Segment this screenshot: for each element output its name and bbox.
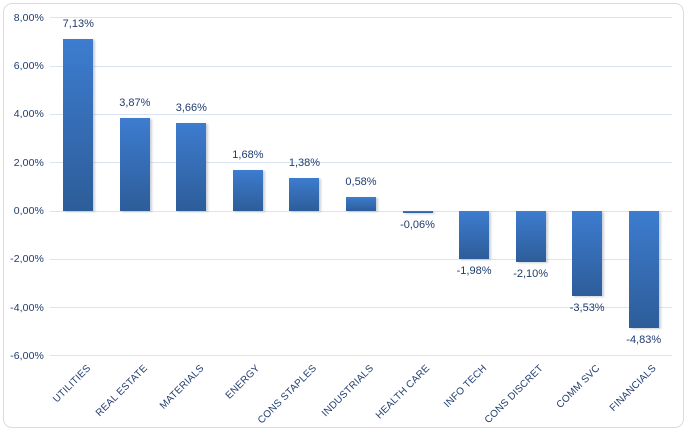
bar-real-estate[interactable] bbox=[119, 117, 150, 211]
bar-health-care[interactable] bbox=[402, 211, 433, 213]
bar-financials[interactable] bbox=[628, 211, 659, 328]
bar-cons-discret[interactable] bbox=[515, 211, 546, 262]
chart-frame bbox=[3, 3, 684, 428]
bar-energy[interactable] bbox=[232, 170, 263, 211]
bar-cons-staples[interactable] bbox=[289, 177, 320, 211]
bar-materials[interactable] bbox=[176, 122, 207, 211]
bar-comm-svc[interactable] bbox=[572, 211, 603, 297]
bar-utilities[interactable] bbox=[63, 38, 94, 211]
bar-info-tech[interactable] bbox=[459, 211, 490, 259]
bar-industrials[interactable] bbox=[346, 196, 376, 211]
